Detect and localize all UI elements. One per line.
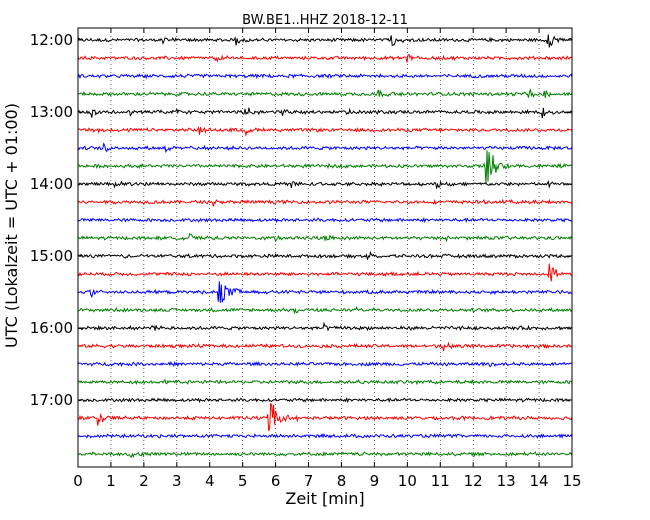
x-tick-label: 2	[139, 472, 149, 490]
x-tick-label: 3	[172, 472, 182, 490]
x-tick-label: 6	[271, 472, 281, 490]
x-axis-label: Zeit [min]	[285, 489, 364, 508]
trace-1445	[77, 233, 573, 243]
trace-1530	[77, 281, 573, 303]
trace-1515	[77, 263, 573, 282]
x-tick-label: 7	[304, 472, 314, 490]
trace-1715	[77, 402, 573, 432]
x-tick-label: 14	[530, 472, 549, 490]
trace-1230	[77, 72, 573, 80]
y-tick-label: 16:00	[30, 319, 73, 337]
trace-1745	[77, 450, 573, 459]
y-axis-label: UTC (Lokalzeit = UTC + 01:00)	[2, 103, 21, 348]
trace-1730	[77, 432, 573, 439]
trace-1415	[77, 198, 572, 207]
trace-1215	[77, 53, 573, 63]
chart-title: BW.BE1..HHZ 2018-12-11	[242, 13, 408, 28]
plot-frame	[77, 27, 573, 468]
x-tick-label: 1	[106, 472, 116, 490]
trace-1600	[77, 321, 573, 332]
x-tick-label: 12	[464, 472, 483, 490]
ticks: 0 1 2 3 4 5 6 7 8 9 10 11 12 13 14 1512:0013:0014:0015:…	[30, 28, 582, 490]
trace-1300	[77, 107, 573, 119]
trace-1700	[77, 396, 572, 404]
x-tick-label: 4	[205, 472, 215, 490]
traces	[77, 34, 573, 459]
x-tick-label: 13	[497, 472, 516, 490]
x-tick-label: 10	[398, 472, 417, 490]
trace-1615	[77, 341, 573, 352]
x-tick-label: 0	[73, 472, 83, 490]
x-tick-label: 11	[431, 472, 450, 490]
trace-1645	[77, 378, 573, 386]
x-tick-label: 5	[238, 472, 248, 490]
x-tick-label: 15	[562, 472, 581, 490]
y-tick-label: 14:00	[30, 175, 73, 193]
y-tick-label: 15:00	[30, 247, 73, 265]
trace-1430	[77, 216, 573, 224]
trace-1315	[77, 125, 573, 137]
trace-1630	[77, 360, 573, 368]
trace-1200	[77, 34, 573, 48]
trace-1245	[77, 88, 573, 98]
trace-1500	[77, 250, 573, 260]
trace-1345	[77, 150, 573, 185]
trace-1400	[77, 180, 572, 189]
x-tick-label: 9	[370, 472, 380, 490]
x-tick-label: 8	[337, 472, 347, 490]
y-tick-label: 12:00	[30, 31, 73, 49]
trace-1330	[77, 142, 573, 154]
y-tick-label: 17:00	[30, 391, 73, 409]
trace-1545	[78, 306, 573, 315]
y-tick-label: 13:00	[30, 103, 73, 121]
